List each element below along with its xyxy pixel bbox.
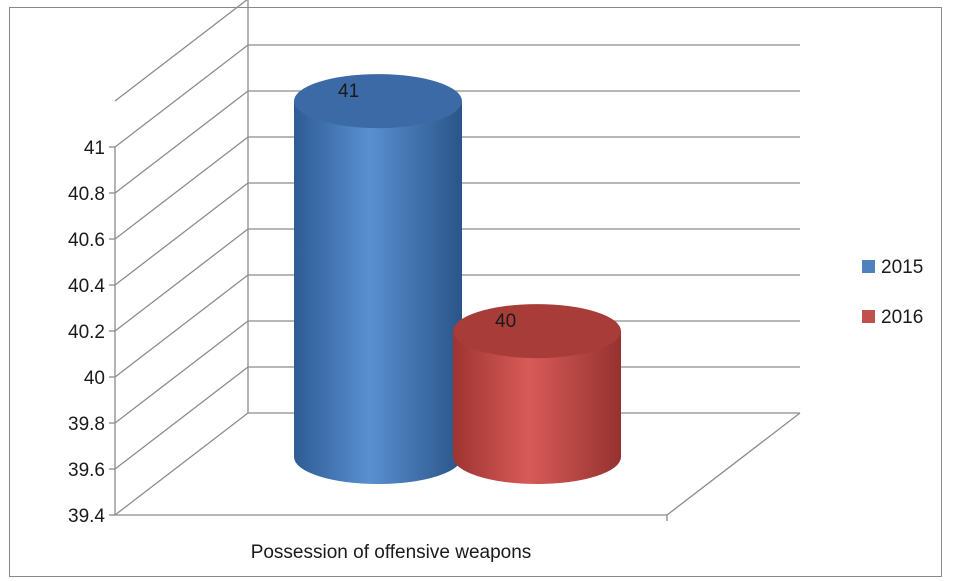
y-axis-ticks: 39.4 39.6 39.8 40 40.2 40.4 40.6 40.8 41 bbox=[68, 138, 115, 527]
y-tick-label: 40 bbox=[84, 368, 105, 389]
y-tick-label: 40.4 bbox=[68, 276, 105, 297]
side-wall-gridline bbox=[114, 182, 249, 286]
y-tick-label: 41 bbox=[84, 138, 105, 159]
category-label: Possession of offensive weapons bbox=[251, 542, 532, 563]
y-tick-label: 39.4 bbox=[68, 506, 105, 527]
y-tick-label: 39.6 bbox=[68, 460, 105, 481]
bar-2015 bbox=[294, 74, 462, 484]
side-wall-gridline bbox=[114, 228, 249, 332]
cylinder-top bbox=[294, 74, 462, 129]
side-wall-gridline bbox=[114, 412, 249, 516]
y-tick-label: 40.6 bbox=[68, 230, 105, 251]
cylinder-body bbox=[294, 101, 462, 484]
side-wall-gridline bbox=[114, 274, 249, 378]
bars bbox=[294, 74, 621, 484]
data-label: 41 bbox=[338, 81, 359, 102]
legend-swatch-2015 bbox=[862, 260, 875, 273]
y-tick-label: 40.2 bbox=[68, 322, 105, 343]
cylinder-body bbox=[453, 331, 621, 484]
side-wall-gridline bbox=[114, 0, 248, 102]
cylinder-top bbox=[453, 304, 621, 359]
floor-right-edge bbox=[666, 412, 801, 516]
category-labels: Possession of offensive weapons bbox=[251, 542, 532, 563]
legend: 2015 2016 bbox=[862, 257, 923, 328]
side-wall-gridline bbox=[114, 320, 249, 424]
legend-label-2015: 2015 bbox=[881, 257, 923, 278]
side-wall-gridline bbox=[114, 136, 249, 240]
bar-2016 bbox=[453, 304, 621, 484]
y-tick-label: 39.8 bbox=[68, 414, 105, 435]
legend-label-2016: 2016 bbox=[881, 307, 923, 328]
y-tick-label: 40.8 bbox=[68, 184, 105, 205]
legend-swatch-2016 bbox=[862, 310, 875, 323]
data-label: 40 bbox=[495, 311, 516, 332]
chart-frame bbox=[9, 7, 942, 577]
side-wall-gridline bbox=[114, 366, 249, 470]
side-wall-gridline bbox=[114, 44, 249, 148]
data-labels: 41 40 bbox=[338, 81, 516, 332]
side-wall-gridline bbox=[114, 90, 249, 194]
